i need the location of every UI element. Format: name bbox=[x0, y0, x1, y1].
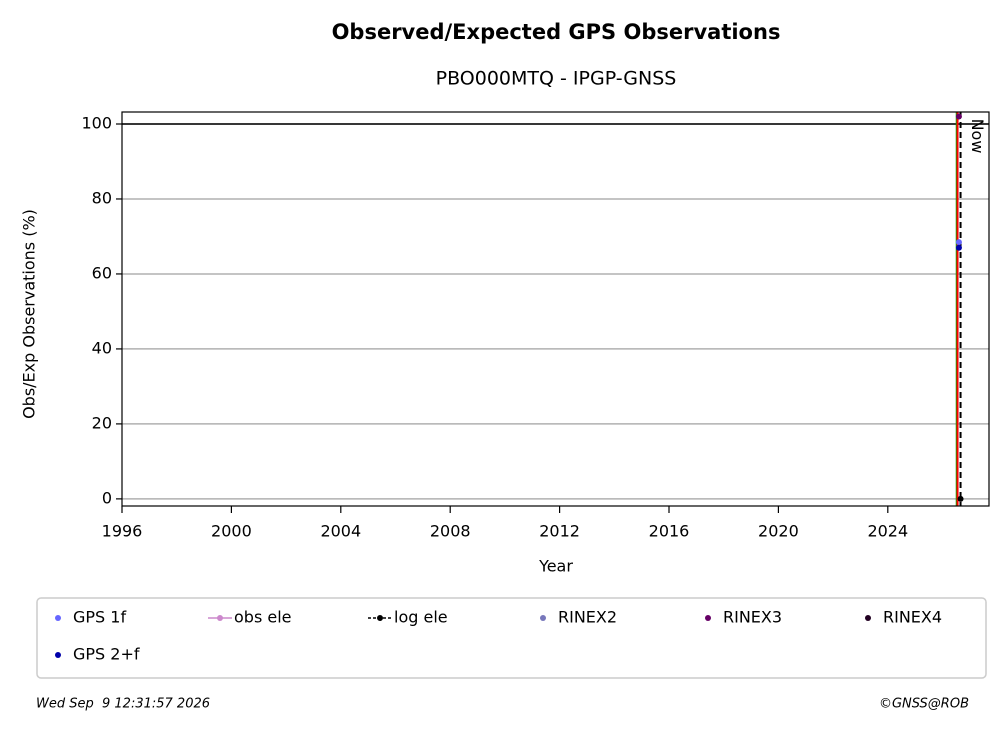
now-label: Now bbox=[968, 119, 987, 154]
legend-marker bbox=[377, 615, 383, 621]
chart-subtitle: PBO000MTQ - IPGP-GNSS bbox=[436, 68, 677, 90]
legend-marker bbox=[217, 615, 223, 621]
legend-label: GPS 1f bbox=[73, 608, 126, 627]
data-point bbox=[955, 239, 962, 246]
x-tick-label: 2000 bbox=[211, 522, 252, 541]
y-tick-label: 20 bbox=[92, 413, 112, 432]
y-tick-label: 80 bbox=[92, 188, 112, 207]
y-axis-label: Obs/Exp Observations (%) bbox=[20, 209, 39, 419]
x-tick-label: 2020 bbox=[758, 522, 799, 541]
y-tick-label: 0 bbox=[102, 488, 112, 507]
y-tick-label: 60 bbox=[92, 263, 112, 282]
x-tick-label: 2016 bbox=[649, 522, 690, 541]
plot-frame bbox=[121, 111, 990, 507]
legend-marker bbox=[540, 615, 546, 621]
chart-title: Observed/Expected GPS Observations bbox=[332, 20, 781, 44]
legend-box bbox=[36, 597, 987, 679]
x-tick-label: 2004 bbox=[320, 522, 361, 541]
legend-label: log ele bbox=[394, 608, 448, 627]
legend-label: RINEX4 bbox=[883, 608, 942, 627]
x-tick-label: 2024 bbox=[867, 522, 908, 541]
x-tick-label: 2008 bbox=[430, 522, 471, 541]
legend-marker bbox=[705, 615, 711, 621]
legend-marker bbox=[55, 615, 61, 621]
legend-marker bbox=[865, 615, 871, 621]
x-tick-label: 2012 bbox=[539, 522, 580, 541]
footer-credit: ©GNSS@ROB bbox=[879, 697, 969, 712]
x-tick-label: 1996 bbox=[102, 522, 143, 541]
x-axis-label: Year bbox=[538, 557, 573, 576]
legend-marker bbox=[55, 652, 61, 658]
legend-label: obs ele bbox=[234, 608, 292, 627]
legend-label: GPS 2+f bbox=[73, 645, 140, 664]
legend-label: RINEX2 bbox=[558, 608, 617, 627]
footer-date: Wed Sep 9 12:31:57 2026 bbox=[36, 697, 210, 712]
data-point bbox=[955, 113, 962, 120]
y-tick-label: 40 bbox=[92, 338, 112, 357]
data-point bbox=[957, 495, 964, 502]
data-point bbox=[955, 244, 962, 251]
legend-label: RINEX3 bbox=[723, 608, 782, 627]
y-tick-label: 100 bbox=[81, 113, 112, 132]
